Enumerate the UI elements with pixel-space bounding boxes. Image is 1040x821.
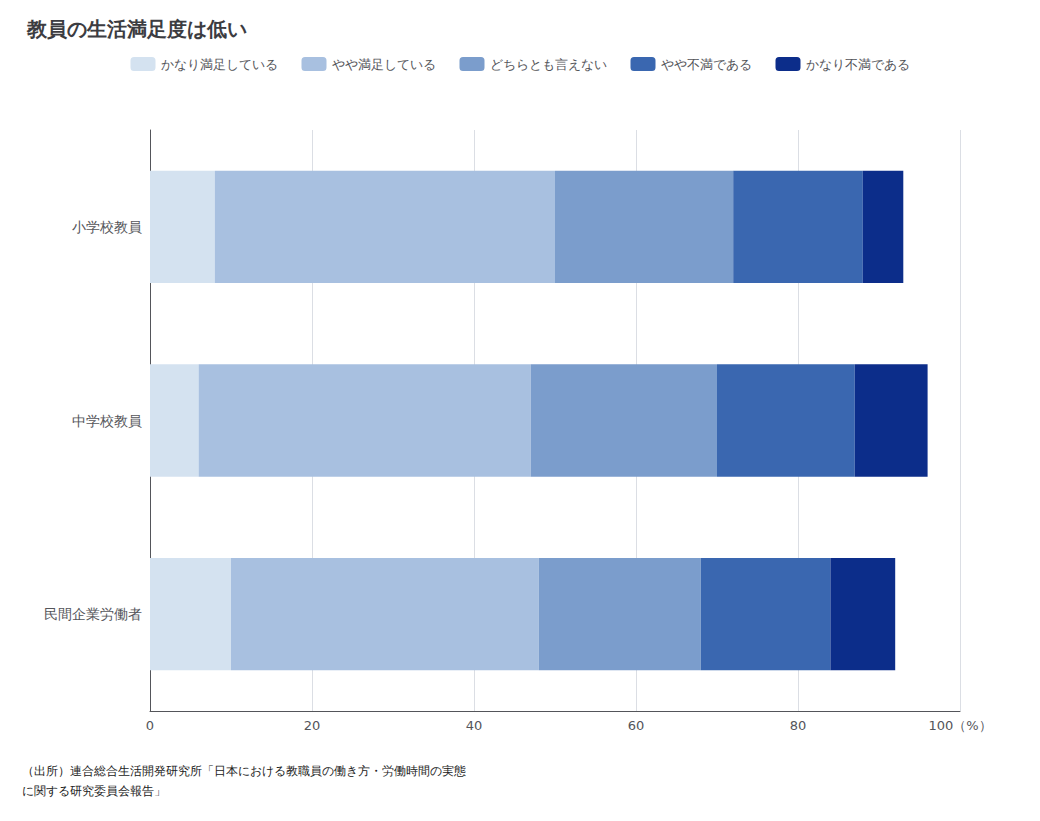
svg-text:100（%）: 100（%）: [928, 718, 991, 733]
svg-text:教員の生活満足度は低い: 教員の生活満足度は低い: [26, 17, 247, 41]
svg-text:かなり不満である: かなり不満である: [806, 57, 910, 72]
svg-text:20: 20: [304, 718, 321, 733]
svg-text:に関する研究委員会報告」: に関する研究委員会報告」: [22, 784, 166, 798]
svg-text:やや不満である: やや不満である: [661, 57, 752, 72]
svg-text:40: 40: [466, 718, 483, 733]
svg-text:小学校教員: 小学校教員: [72, 219, 142, 235]
svg-text:どちらとも言えない: どちらとも言えない: [490, 57, 607, 72]
svg-text:80: 80: [790, 718, 807, 733]
svg-text:やや満足している: やや満足している: [332, 57, 436, 72]
svg-text:60: 60: [628, 718, 645, 733]
svg-text:かなり満足している: かなり満足している: [161, 57, 278, 72]
svg-text:中学校教員: 中学校教員: [72, 413, 142, 429]
svg-text:民間企業労働者: 民間企業労働者: [44, 606, 142, 622]
svg-text:0: 0: [146, 718, 154, 733]
svg-text:（出所）連合総合生活開発研究所「日本における教職員の働き方・: （出所）連合総合生活開発研究所「日本における教職員の働き方・労働時間の実態: [22, 764, 466, 778]
